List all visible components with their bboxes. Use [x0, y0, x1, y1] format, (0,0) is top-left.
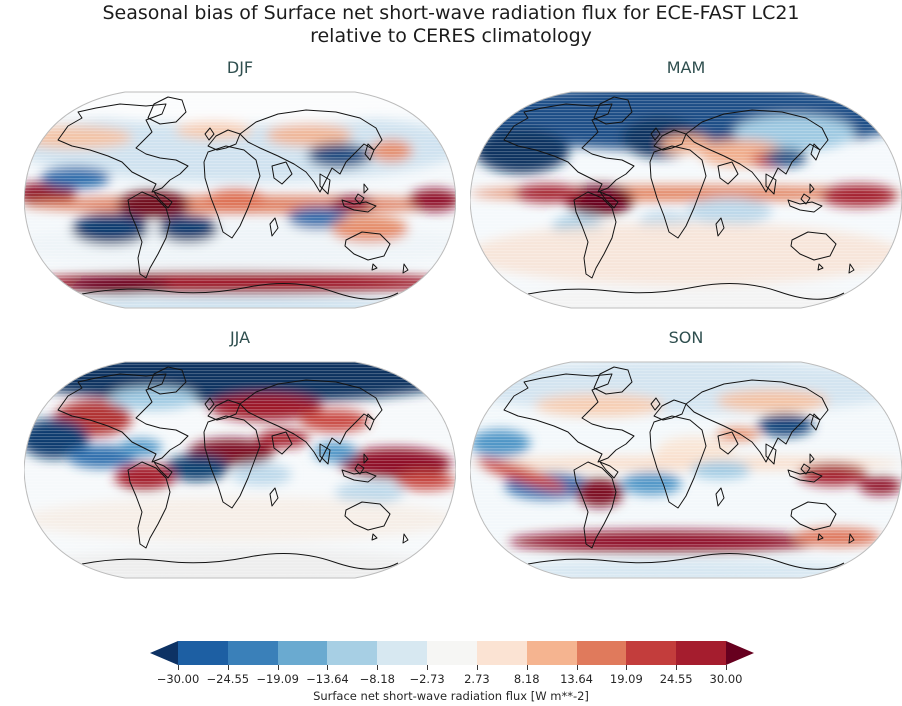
colorbar-segment	[227, 641, 278, 665]
colorbar-segments	[178, 641, 726, 665]
colorbar-tick-mark	[178, 665, 179, 670]
colorbar-tick-mark	[726, 665, 727, 670]
colorbar-segment	[377, 641, 428, 665]
panel-title-jja: JJA	[229, 328, 251, 347]
coastlines	[57, 366, 409, 570]
colorbar-extend-left-arrow	[150, 641, 178, 665]
colorbar-tick-label: 8.18	[513, 672, 540, 686]
colorbar-segment	[476, 641, 527, 665]
figure-title-line1: Seasonal bias of Surface net short-wave …	[102, 2, 800, 24]
colorbar-tick-label: 24.55	[659, 672, 693, 686]
figure-title-line2: relative to CERES climatology	[310, 25, 592, 47]
colorbar-tick-label: −19.09	[256, 672, 299, 686]
colorbar-axis-label: Surface net short-wave radiation flux [W…	[313, 689, 589, 703]
colorbar-tick-label: −30.00	[156, 672, 200, 686]
colorbar-segment	[676, 641, 726, 665]
coastlines	[57, 96, 409, 300]
colorbar-tick-mark	[277, 665, 279, 670]
colorbar-tick-mark	[377, 665, 379, 670]
colorbar-segment	[178, 641, 228, 665]
colorbar-tick-mark	[427, 665, 429, 670]
colorbar-tick-label: 30.00	[709, 672, 743, 686]
map-jja	[23, 358, 457, 582]
map-mam	[469, 88, 902, 312]
colorbar-tick-label: 19.09	[609, 672, 643, 686]
coastlines	[503, 366, 855, 570]
colorbar-tick-mark	[526, 665, 528, 670]
colorbar-tick-label: 13.64	[560, 672, 593, 686]
colorbar-tick-label: −24.55	[206, 672, 250, 686]
colorbar-tick-label: −8.18	[359, 672, 395, 686]
panel-title-son: SON	[668, 328, 704, 347]
latitude-stripes	[470, 362, 902, 578]
colorbar-segment	[277, 641, 328, 665]
colorbar: −30.00 −24.55 −19.09 −13.64 −8.18 −2.73 2.73 8.…	[150, 641, 754, 686]
colorbar-tick-mark	[626, 665, 628, 670]
map-outline	[469, 91, 902, 309]
map-son	[469, 358, 902, 582]
colorbar-segment	[327, 641, 378, 665]
colorbar-tick-label: 2.73	[464, 672, 490, 686]
colorbar-tick-label: −13.64	[306, 672, 349, 686]
figure-title: Seasonal bias of Surface net short-wave …	[0, 2, 902, 48]
latitude-stripes	[24, 362, 456, 578]
colorbar-tick-mark	[576, 665, 578, 670]
colorbar-tick-mark	[227, 665, 229, 670]
latitude-stripes	[24, 92, 456, 308]
colorbar-segment	[526, 641, 577, 665]
map-djf	[23, 88, 457, 312]
panel-title-djf: DJF	[226, 58, 254, 77]
colorbar-extend-right-arrow	[726, 641, 754, 665]
panel-title-mam: MAM	[666, 58, 706, 77]
colorbar-segment	[576, 641, 627, 665]
colorbar-tick-mark	[476, 665, 478, 670]
latitude-stripes	[470, 92, 902, 308]
colorbar-segment	[427, 641, 477, 665]
colorbar-tick-mark	[676, 665, 678, 670]
colorbar-segment	[626, 641, 677, 665]
coastlines	[503, 96, 855, 300]
colorbar-tick-label: −2.73	[409, 672, 445, 686]
colorbar-tick-mark	[327, 665, 329, 670]
map-outline	[469, 361, 902, 579]
